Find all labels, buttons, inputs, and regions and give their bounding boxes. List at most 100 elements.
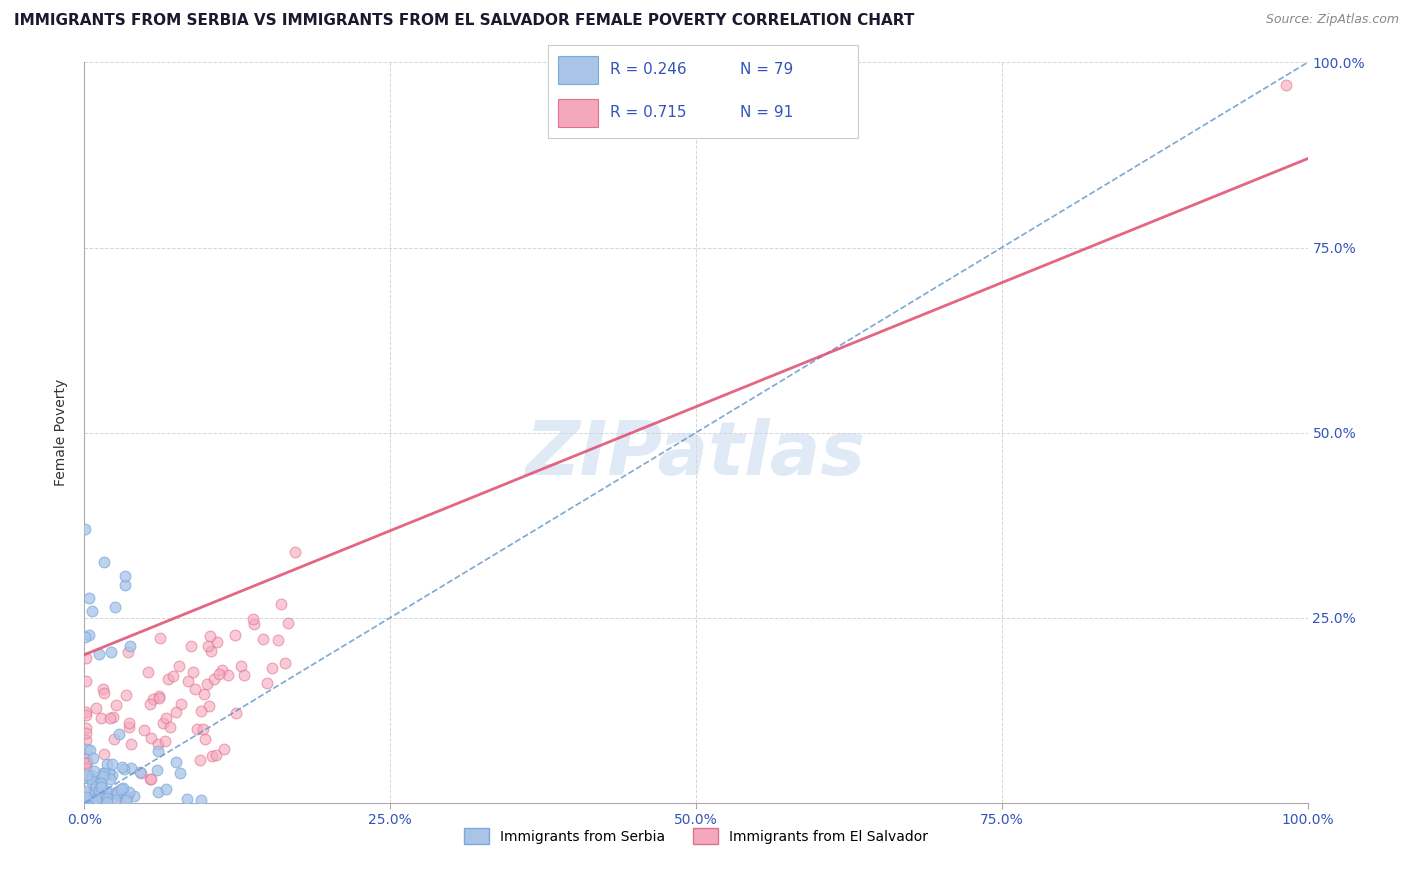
Point: [75, 786, 97, 800]
Point: [274, 656, 297, 670]
Point: [96, 791, 118, 805]
Point: [93, 795, 115, 809]
Point: [75, 522, 97, 536]
Point: [208, 666, 231, 681]
Point: [114, 688, 136, 702]
Text: ZIPatlas: ZIPatlas: [526, 418, 866, 491]
Point: [162, 669, 184, 683]
Point: [76, 755, 98, 769]
Point: [149, 631, 172, 645]
Point: [97, 766, 120, 780]
Point: [201, 749, 224, 764]
Point: [104, 599, 127, 614]
Point: [101, 757, 124, 772]
Point: [260, 661, 283, 675]
Text: R = 0.246: R = 0.246: [610, 62, 686, 78]
Point: [75, 795, 97, 809]
Point: [75, 705, 97, 719]
Point: [233, 668, 256, 682]
Point: [112, 762, 135, 776]
Point: [114, 578, 136, 592]
Point: [197, 639, 219, 653]
Point: [77, 795, 100, 809]
Point: [141, 731, 163, 746]
Point: [165, 705, 187, 719]
Point: [87, 784, 110, 798]
Point: [82, 603, 104, 617]
Point: [108, 727, 131, 741]
Point: [75, 756, 97, 770]
Point: [91, 681, 114, 696]
Text: N = 91: N = 91: [740, 105, 793, 120]
Point: [98, 710, 121, 724]
Point: [190, 704, 212, 718]
Point: [93, 555, 115, 569]
Point: [146, 785, 169, 799]
Point: [114, 793, 136, 807]
Point: [91, 766, 114, 780]
Point: [84, 700, 107, 714]
Point: [94, 793, 117, 807]
Point: [114, 569, 136, 583]
Point: [111, 760, 134, 774]
Point: [96, 795, 118, 809]
Point: [84, 792, 107, 806]
Point: [107, 784, 129, 798]
Y-axis label: Female Poverty: Female Poverty: [55, 379, 69, 486]
Point: [87, 788, 110, 802]
Point: [256, 676, 278, 690]
FancyBboxPatch shape: [558, 56, 598, 84]
Point: [181, 665, 204, 679]
Point: [277, 616, 299, 631]
Point: [129, 765, 152, 780]
Point: [90, 779, 112, 793]
Point: [191, 723, 214, 737]
Point: [118, 720, 141, 734]
Point: [198, 629, 221, 643]
Point: [142, 691, 165, 706]
Point: [205, 747, 228, 762]
Point: [176, 791, 198, 805]
Point: [139, 772, 162, 787]
Point: [82, 775, 104, 789]
Point: [86, 796, 108, 810]
Point: [73, 792, 96, 806]
Point: [83, 783, 105, 797]
Point: [159, 720, 181, 734]
Point: [91, 795, 114, 809]
Point: [93, 686, 115, 700]
Point: [224, 628, 246, 642]
Point: [75, 794, 97, 808]
Point: [193, 687, 215, 701]
Point: [75, 752, 97, 766]
Point: [90, 776, 112, 790]
Point: [112, 781, 135, 796]
Point: [105, 786, 128, 800]
Point: [115, 789, 138, 804]
Text: N = 79: N = 79: [740, 62, 793, 78]
Point: [108, 788, 131, 802]
Point: [146, 763, 169, 777]
Point: [152, 716, 174, 731]
Point: [75, 795, 97, 809]
Point: [267, 632, 290, 647]
Point: [117, 645, 139, 659]
Point: [93, 747, 115, 761]
Point: [83, 786, 105, 800]
Point: [94, 784, 117, 798]
Point: [198, 699, 221, 714]
Point: [76, 771, 98, 785]
Point: [87, 789, 110, 804]
Point: [100, 645, 122, 659]
Point: [118, 716, 141, 731]
Point: [148, 737, 170, 751]
Point: [1274, 78, 1296, 92]
Point: [252, 632, 274, 646]
Point: [76, 742, 98, 756]
Point: [90, 791, 112, 805]
Point: [202, 672, 225, 686]
Point: [214, 741, 236, 756]
Point: [211, 664, 233, 678]
Point: [177, 674, 200, 689]
Point: [94, 793, 117, 807]
